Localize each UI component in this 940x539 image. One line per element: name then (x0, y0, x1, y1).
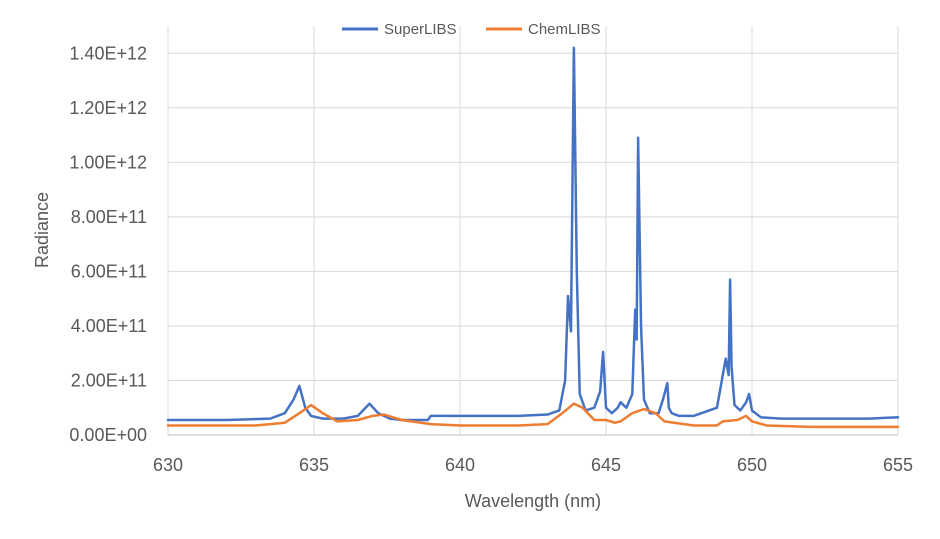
y-tick-label: 4.00E+11 (71, 316, 147, 336)
y-tick-label: 2.00E+11 (71, 370, 147, 390)
series-lines (166, 46, 900, 429)
x-tick-label: 630 (153, 455, 183, 475)
x-tick-label: 650 (737, 455, 767, 475)
x-axis-title: Wavelength (nm) (465, 491, 601, 511)
series-line-superlibs (166, 46, 900, 422)
x-tick-label: 645 (591, 455, 621, 475)
series-line-chemlibs (166, 402, 900, 429)
y-tick-label: 8.00E+11 (71, 207, 147, 227)
x-tick-label: 635 (299, 455, 329, 475)
x-tick-label: 640 (445, 455, 475, 475)
y-tick-label: 6.00E+11 (71, 261, 147, 281)
grid-lines (167, 26, 899, 435)
y-tick-label: 1.20E+12 (69, 98, 147, 118)
y-tick-label: 1.00E+12 (69, 152, 147, 172)
legend-label-chemlibs: ChemLIBS (528, 21, 601, 38)
y-tick-label: 0.00E+00 (69, 425, 147, 445)
legend-label-superlibs: SuperLIBS (384, 21, 457, 38)
axes: 0.00E+00 2.00E+11 4.00E+11 6.00E+11 8.00E+11… (69, 43, 913, 475)
legend: SuperLIBS ChemLIBS (342, 21, 601, 38)
y-axis-title: Radiance (32, 192, 52, 268)
x-tick-label: 655 (883, 455, 913, 475)
y-tick-label: 1.40E+12 (69, 43, 147, 63)
